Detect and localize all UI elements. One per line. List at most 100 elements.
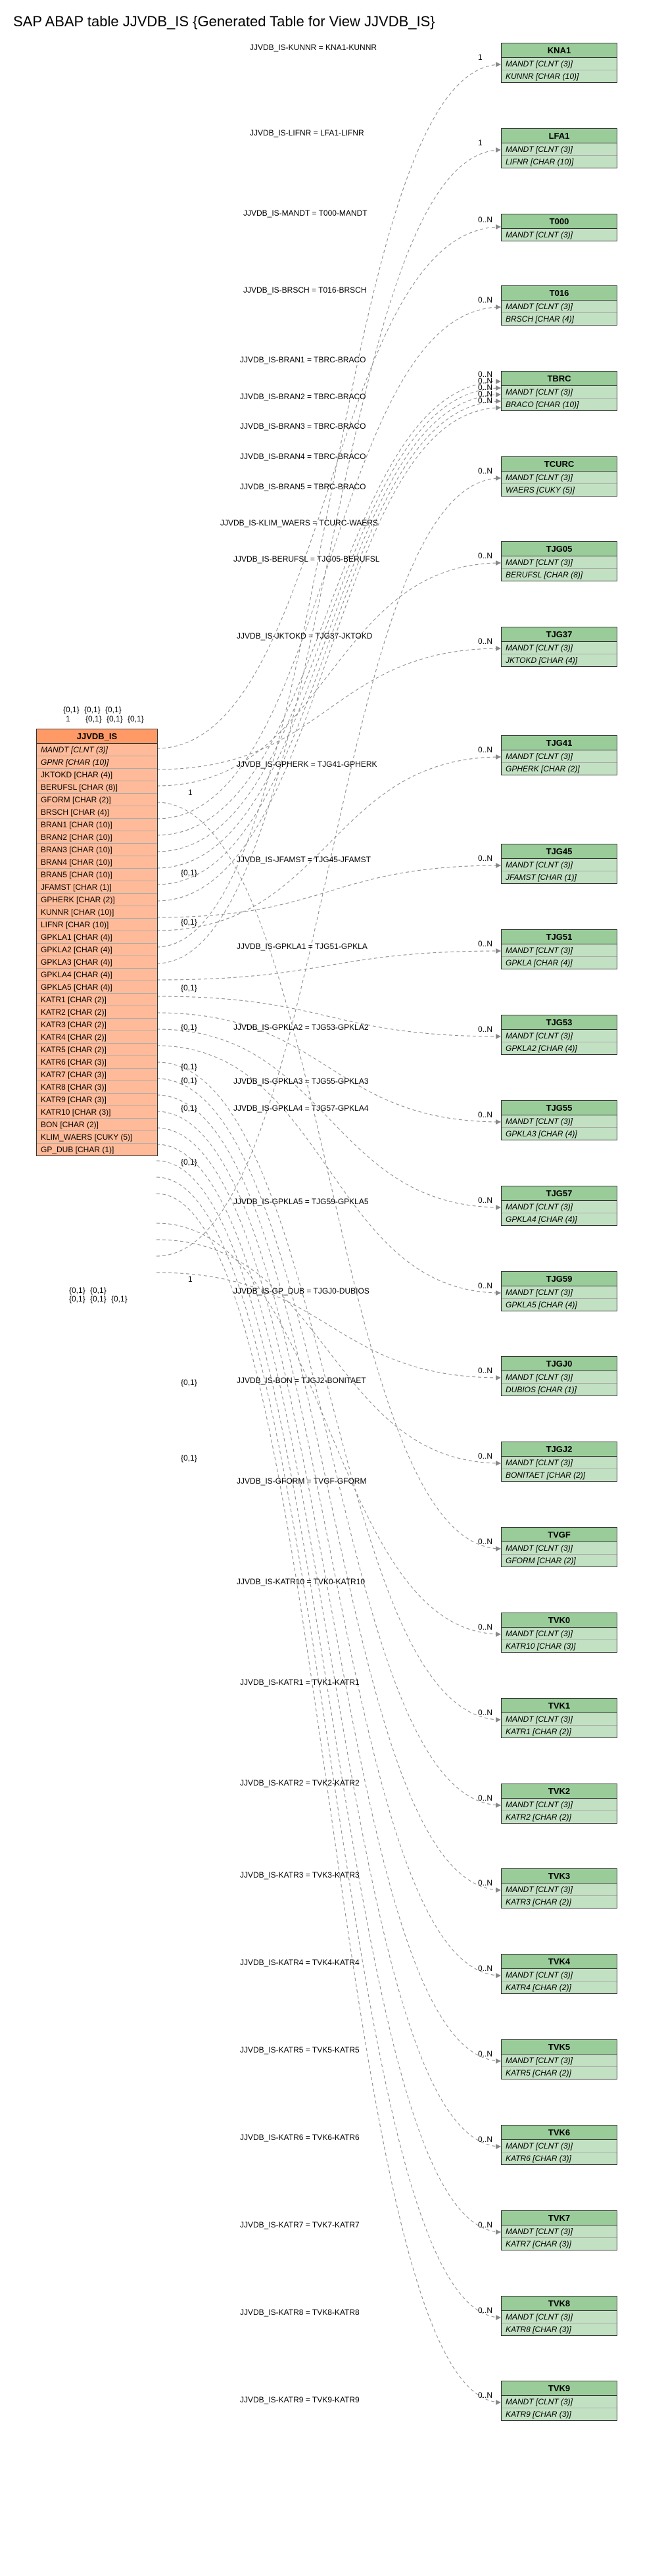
table-field: MANDT [CLNT (3)] xyxy=(502,1713,617,1726)
table-TVK2: TVK2MANDT [CLNT (3)]KATR2 [CHAR (2)] xyxy=(501,1784,617,1824)
table-field: GPKLA1 [CHAR (4)] xyxy=(37,931,157,944)
table-field: MANDT [CLNT (3)] xyxy=(502,1030,617,1042)
table-KNA1: KNA1MANDT [CLNT (3)]KUNNR [CHAR (10)] xyxy=(501,43,617,83)
cardinality-dst: 0..N xyxy=(478,1708,492,1717)
cardinality-dst: 0..N xyxy=(478,1196,492,1205)
cardinality-dst: 1 xyxy=(478,53,483,62)
table-TJG45: TJG45MANDT [CLNT (3)]JFAMST [CHAR (1)] xyxy=(501,844,617,884)
cardinality-src: {0,1} xyxy=(181,1062,197,1071)
cardinality-dst: 0..N xyxy=(478,1964,492,1973)
table-field: MANDT [CLNT (3)] xyxy=(502,472,617,484)
table-field: GPKLA4 [CHAR (4)] xyxy=(502,1213,617,1225)
edge-label: JJVDB_IS-GP_DUB = TJGJ0-DUBIOS xyxy=(233,1286,369,1296)
table-field: KATR10 [CHAR (3)] xyxy=(37,1106,157,1119)
table-field: KATR7 [CHAR (3)] xyxy=(37,1069,157,1081)
cardinality-src: {0,1} xyxy=(181,1378,197,1387)
table-title: TVK0 xyxy=(502,1613,617,1628)
edge-label: JJVDB_IS-KATR3 = TVK3-KATR3 xyxy=(240,1870,360,1880)
cardinality-dst: 0..N xyxy=(478,2049,492,2058)
edge-label: JJVDB_IS-BRAN2 = TBRC-BRACO xyxy=(240,392,366,401)
cardinality-src: {0,1} xyxy=(90,1286,107,1295)
cardinality-dst: 0..N xyxy=(478,1622,492,1632)
edge-label: JJVDB_IS-BRAN4 = TBRC-BRACO xyxy=(240,452,366,461)
table-field: GPKLA2 [CHAR (4)] xyxy=(37,944,157,956)
table-title: TJG53 xyxy=(502,1015,617,1030)
table-TBRC: TBRCMANDT [CLNT (3)]BRACO [CHAR (10)] xyxy=(501,371,617,411)
table-field: GPKLA2 [CHAR (4)] xyxy=(502,1042,617,1054)
table-field: GPHERK [CHAR (2)] xyxy=(502,763,617,775)
edge-label: JJVDB_IS-KATR10 = TVK0-KATR10 xyxy=(237,1577,365,1586)
edge-label: JJVDB_IS-GPKLA1 = TJG51-GPKLA xyxy=(237,942,368,951)
cardinality-src: 1 xyxy=(66,714,70,723)
edge-label: JJVDB_IS-BRSCH = T016-BRSCH xyxy=(243,285,367,295)
cardinality-src: {0,1} xyxy=(181,1076,197,1085)
cardinality-src: {0,1} xyxy=(85,714,102,723)
table-TJG59: TJG59MANDT [CLNT (3)]GPKLA5 [CHAR (4)] xyxy=(501,1271,617,1311)
table-field: MANDT [CLNT (3)] xyxy=(502,301,617,313)
table-field: BERUFSL [CHAR (8)] xyxy=(37,781,157,794)
table-field: WAERS [CUKY (5)] xyxy=(502,484,617,496)
table-title: TJG51 xyxy=(502,930,617,944)
table-field: KLIM_WAERS [CUKY (5)] xyxy=(37,1131,157,1144)
edge-label: JJVDB_IS-KLIM_WAERS = TCURC-WAERS xyxy=(220,518,378,527)
table-field: BRAN1 [CHAR (10)] xyxy=(37,819,157,831)
table-title: TVGF xyxy=(502,1528,617,1542)
cardinality-dst: 0..N xyxy=(478,295,492,304)
table-TVK5: TVK5MANDT [CLNT (3)]KATR5 [CHAR (2)] xyxy=(501,2039,617,2079)
table-field: GPNR [CHAR (10)] xyxy=(37,756,157,769)
table-field: GPKLA5 [CHAR (4)] xyxy=(37,981,157,994)
table-field: BRAN5 [CHAR (10)] xyxy=(37,869,157,881)
table-field: GPKLA3 [CHAR (4)] xyxy=(37,956,157,969)
table-title: TVK2 xyxy=(502,1784,617,1799)
table-title: TVK4 xyxy=(502,1955,617,1969)
table-JJVDB_IS: JJVDB_ISMANDT [CLNT (3)]GPNR [CHAR (10)]… xyxy=(36,729,158,1156)
edge-label: JJVDB_IS-KATR2 = TVK2-KATR2 xyxy=(240,1778,360,1787)
cardinality-dst: 0..N xyxy=(478,2220,492,2229)
table-field: KATR6 [CHAR (3)] xyxy=(37,1056,157,1069)
table-field: BON [CHAR (2)] xyxy=(37,1119,157,1131)
table-field: MANDT [CLNT (3)] xyxy=(502,1799,617,1811)
edge-label: JJVDB_IS-KATR1 = TVK1-KATR1 xyxy=(240,1678,360,1687)
table-field: MANDT [CLNT (3)] xyxy=(502,1286,617,1299)
table-field: MANDT [CLNT (3)] xyxy=(502,1542,617,1555)
table-field: KATR2 [CHAR (2)] xyxy=(502,1811,617,1823)
cardinality-dst: 0..N xyxy=(478,215,492,224)
cardinality-src: {0,1} xyxy=(181,868,197,877)
table-field: JKTOKD [CHAR (4)] xyxy=(502,654,617,666)
cardinality-src: {0,1} xyxy=(107,714,123,723)
edge-label: JJVDB_IS-KUNNR = KNA1-KUNNR xyxy=(250,43,377,52)
edge-label: JJVDB_IS-GPHERK = TJG41-GPHERK xyxy=(237,760,377,769)
table-title: TJGJ0 xyxy=(502,1357,617,1371)
cardinality-src: {0,1} xyxy=(69,1286,85,1295)
table-field: KATR7 [CHAR (3)] xyxy=(502,2238,617,2250)
table-field: GPKLA3 [CHAR (4)] xyxy=(502,1128,617,1140)
cardinality-dst: 0..N xyxy=(478,637,492,646)
cardinality-src: {0,1} xyxy=(128,714,144,723)
table-field: MANDT [CLNT (3)] xyxy=(502,642,617,654)
cardinality-src: {0,1} xyxy=(181,983,197,992)
table-field: MANDT [CLNT (3)] xyxy=(502,556,617,569)
table-title: T016 xyxy=(502,286,617,301)
table-field: MANDT [CLNT (3)] xyxy=(502,229,617,241)
table-field: MANDT [CLNT (3)] xyxy=(502,1883,617,1896)
table-field: KATR1 [CHAR (2)] xyxy=(37,994,157,1006)
table-title: TJG55 xyxy=(502,1101,617,1115)
table-title: TJGJ2 xyxy=(502,1442,617,1457)
edge-label: JJVDB_IS-JFAMST = TJG45-JFAMST xyxy=(237,855,371,864)
cardinality-dst: 0..N xyxy=(478,1878,492,1887)
cardinality-dst: 0..N xyxy=(478,745,492,754)
table-field: MANDT [CLNT (3)] xyxy=(502,2140,617,2152)
table-TJG53: TJG53MANDT [CLNT (3)]GPKLA2 [CHAR (4)] xyxy=(501,1015,617,1055)
cardinality-src: {0,1} xyxy=(105,705,122,714)
table-title: TVK3 xyxy=(502,1869,617,1883)
table-field: MANDT [CLNT (3)] xyxy=(502,1457,617,1469)
table-TJG55: TJG55MANDT [CLNT (3)]GPKLA3 [CHAR (4)] xyxy=(501,1100,617,1140)
edge-label: JJVDB_IS-BRAN1 = TBRC-BRACO xyxy=(240,355,366,364)
cardinality-dst: 0..N xyxy=(478,2391,492,2400)
cardinality-dst: 0..N xyxy=(478,396,492,405)
table-TJG05: TJG05MANDT [CLNT (3)]BERUFSL [CHAR (8)] xyxy=(501,541,617,581)
edge-label: JJVDB_IS-BON = TJGJ2-BONITAET xyxy=(237,1376,366,1385)
table-title: TJG59 xyxy=(502,1272,617,1286)
table-field: MANDT [CLNT (3)] xyxy=(502,143,617,156)
table-field: BERUFSL [CHAR (8)] xyxy=(502,569,617,581)
